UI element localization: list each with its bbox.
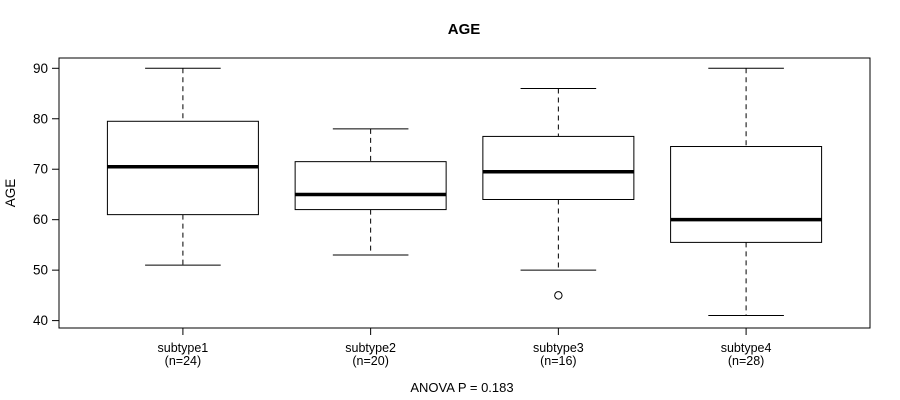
category-n-label: (n=20) [352, 354, 388, 368]
category-label: subtype1 [158, 341, 209, 355]
y-tick-label: 60 [33, 212, 48, 227]
iqr-box [294, 161, 447, 211]
y-tick-label: 40 [33, 313, 48, 328]
iqr-box [670, 146, 823, 243]
chart-title: AGE [448, 21, 481, 38]
plot-frame [58, 57, 871, 329]
y-tick-label: 90 [33, 61, 48, 76]
y-tick-label: 80 [33, 111, 48, 126]
category-n-label: (n=28) [728, 354, 764, 368]
category-n-label: (n=24) [165, 354, 201, 368]
category-n-label: (n=16) [540, 354, 576, 368]
iqr-box [482, 135, 635, 200]
y-axis-label: AGE [3, 179, 18, 208]
y-tick-label: 70 [33, 162, 48, 177]
y-tick-label: 50 [33, 263, 48, 278]
category-label: subtype2 [345, 341, 396, 355]
outlier-point [554, 291, 563, 300]
category-label: subtype4 [721, 341, 772, 355]
anova-p-note: ANOVA P = 0.183 [410, 380, 513, 395]
category-label: subtype3 [533, 341, 584, 355]
plot-area: 40 50 60 70 80 90 subtype1(n=24) subtype2(n=20)… [33, 57, 871, 368]
